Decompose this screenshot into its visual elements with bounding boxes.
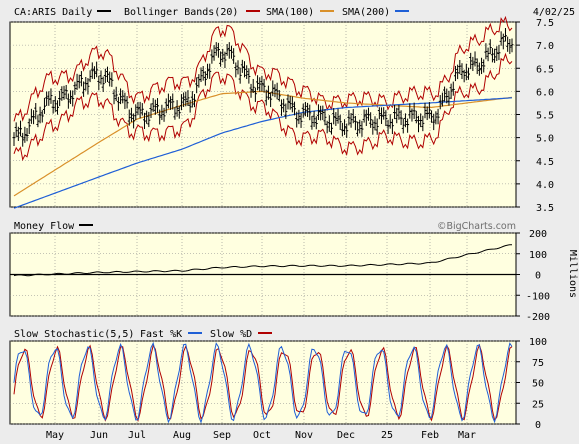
- month-label: Mar: [458, 430, 476, 441]
- legend-sma100: SMA(100): [266, 7, 314, 18]
- sto-tick-label: 50: [532, 379, 544, 390]
- price-tick-label: 4.5: [536, 157, 554, 168]
- price-tick-label: 6.5: [536, 64, 554, 75]
- price-marks: [12, 15, 514, 209]
- price-tick-label: 4.0: [536, 180, 554, 191]
- legend-sma200: SMA(200): [342, 7, 390, 18]
- bollinger-upper-line: [13, 15, 513, 122]
- mf-tick-label: 200: [529, 229, 547, 240]
- chart-date: 4/02/25: [533, 7, 575, 18]
- mf-tick-label: -100: [526, 291, 550, 302]
- slow-d-line: [13, 343, 513, 423]
- legend-bollinger: Bollinger Bands(20): [124, 7, 238, 18]
- fast-k-label: Fast %K: [140, 329, 182, 340]
- month-label: Aug: [173, 430, 191, 441]
- month-label: Nov: [295, 430, 313, 441]
- price-tick-label: 6.0: [536, 87, 554, 98]
- bollinger-lower-line: [13, 52, 513, 162]
- price-tick-label: 7.0: [536, 41, 554, 52]
- month-label: Feb: [421, 430, 439, 441]
- money-flow-marks: [13, 244, 513, 277]
- month-label: Dec: [337, 430, 355, 441]
- mf-tick-label: 0: [535, 271, 541, 282]
- money-flow-line: [13, 244, 513, 277]
- sto-tick-label: 25: [532, 399, 544, 410]
- stochastic-title: Slow Stochastic(5,5): [14, 329, 134, 340]
- axis-labels: May Jun Jul Aug Sep Oct Nov Dec 25 Feb Mar 7.5 7.0 6.…: [46, 18, 554, 441]
- month-label: May: [46, 430, 64, 441]
- slow-d-label: Slow %D: [210, 329, 252, 340]
- mf-tick-label: 100: [529, 250, 547, 261]
- money-flow-unit: Millions: [567, 250, 578, 298]
- money-flow-title: Money Flow: [14, 221, 75, 232]
- sto-tick-label: 100: [529, 337, 547, 348]
- sto-tick-label: 75: [532, 358, 544, 369]
- watermark: ©BigCharts.com: [437, 221, 516, 232]
- price-tick-label: 5.5: [536, 111, 554, 122]
- fast-k-line: [13, 341, 513, 424]
- mf-tick-label: -200: [526, 312, 550, 323]
- month-label: Sep: [213, 430, 231, 441]
- symbol-label: CA:ARIS Daily: [14, 7, 92, 18]
- stochastic-marks: [13, 341, 513, 424]
- month-label: Jun: [90, 430, 108, 441]
- price-tick-label: 3.5: [536, 203, 554, 214]
- month-label: Jul: [128, 430, 146, 441]
- sto-tick-label: 0: [535, 420, 541, 431]
- price-tick-label: 5.0: [536, 134, 554, 145]
- grid: [10, 21, 520, 425]
- price-tick-label: 7.5: [536, 18, 554, 29]
- month-label: 25: [381, 430, 393, 441]
- month-label: Oct: [253, 430, 271, 441]
